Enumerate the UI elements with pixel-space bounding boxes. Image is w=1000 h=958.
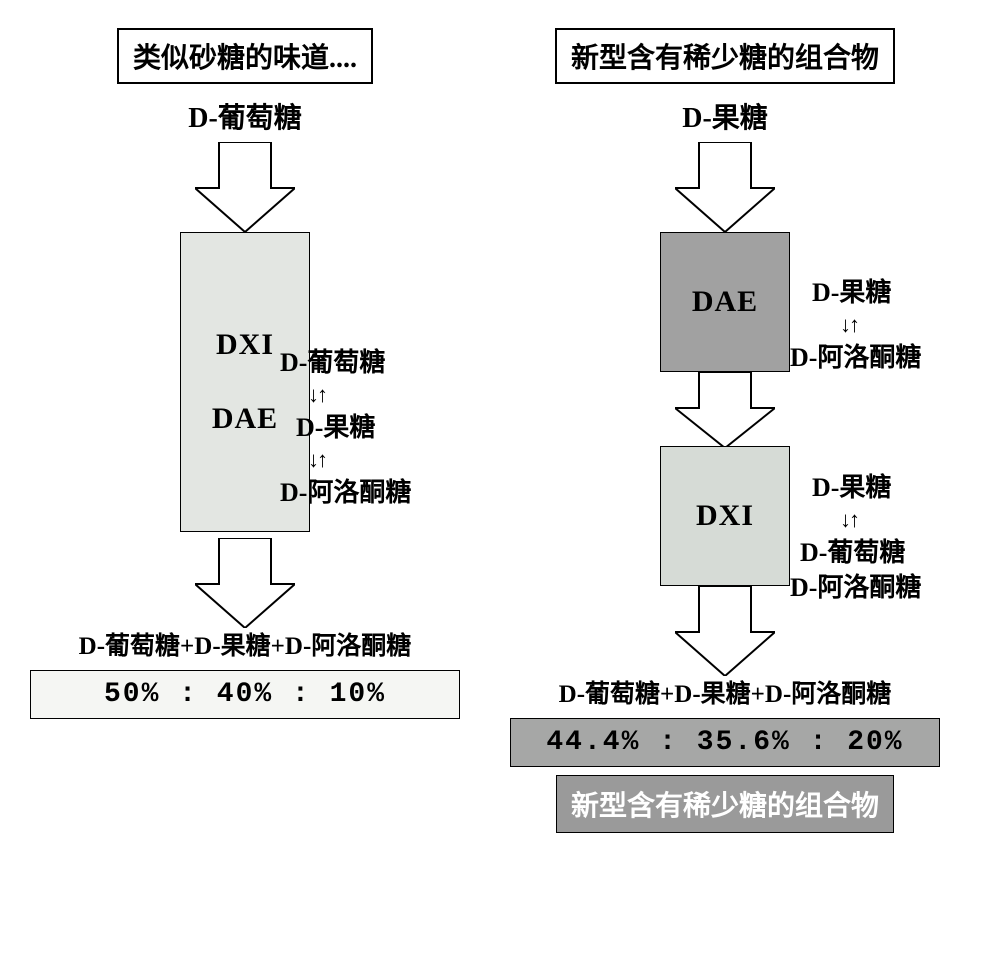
updown-icon: ↓↑ [790,505,921,535]
annot-line: D-果糖 [280,413,375,442]
left-title-box: 类似砂糖的味道.... [117,28,373,84]
annot-line: D-果糖 [790,278,891,307]
arrow-down-icon [675,142,775,232]
right-title-box: 新型含有稀少糖的组合物 [555,28,895,84]
left-result: D-葡萄糖+D-果糖+D-阿洛酮糖 [79,626,412,662]
right-column: 新型含有稀少糖的组合物 D-果糖 DAE DXI D-葡萄糖+D-果糖+D-阿洛… [470,28,980,833]
annot-line: D-葡萄糖 [790,538,905,567]
arrow-down-icon [195,142,295,232]
enzyme-label: DXI [216,328,274,362]
right-result: D-葡萄糖+D-果糖+D-阿洛酮糖 [559,674,892,710]
arrow-down-icon [195,538,295,628]
updown-icon: ↓↑ [280,380,411,410]
right-annotation-1: D-果糖 ↓↑ D-阿洛酮糖 [790,275,921,375]
right-ratio-box: 44.4% : 35.6% : 20% [510,718,940,767]
right-annotation-2: D-果糖 ↓↑ D-葡萄糖 D-阿洛酮糖 [790,470,921,605]
updown-icon: ↓↑ [280,445,411,475]
right-enzyme-box-2: DXI [660,446,790,586]
arrow-down-icon [675,372,775,448]
enzyme-label: DAE [692,285,758,319]
right-final-box: 新型含有稀少糖的组合物 [556,775,894,833]
annot-line: D-葡萄糖 [280,348,385,377]
right-input-label: D-果糖 [682,96,768,136]
left-input-label: D-葡萄糖 [188,96,302,136]
annot-line: D-阿洛酮糖 [790,343,921,372]
left-ratio-box: 50% : 40% : 10% [30,670,460,719]
annot-line: D-果糖 [790,473,891,502]
enzyme-label: DXI [696,499,754,533]
left-annotation: D-葡萄糖 ↓↑ D-果糖 ↓↑ D-阿洛酮糖 [280,345,411,510]
arrow-down-icon [675,586,775,676]
enzyme-label: DAE [212,402,278,436]
annot-line: D-阿洛酮糖 [280,478,411,507]
right-enzyme-box-1: DAE [660,232,790,372]
annot-line: D-阿洛酮糖 [790,573,921,602]
updown-icon: ↓↑ [790,310,921,340]
